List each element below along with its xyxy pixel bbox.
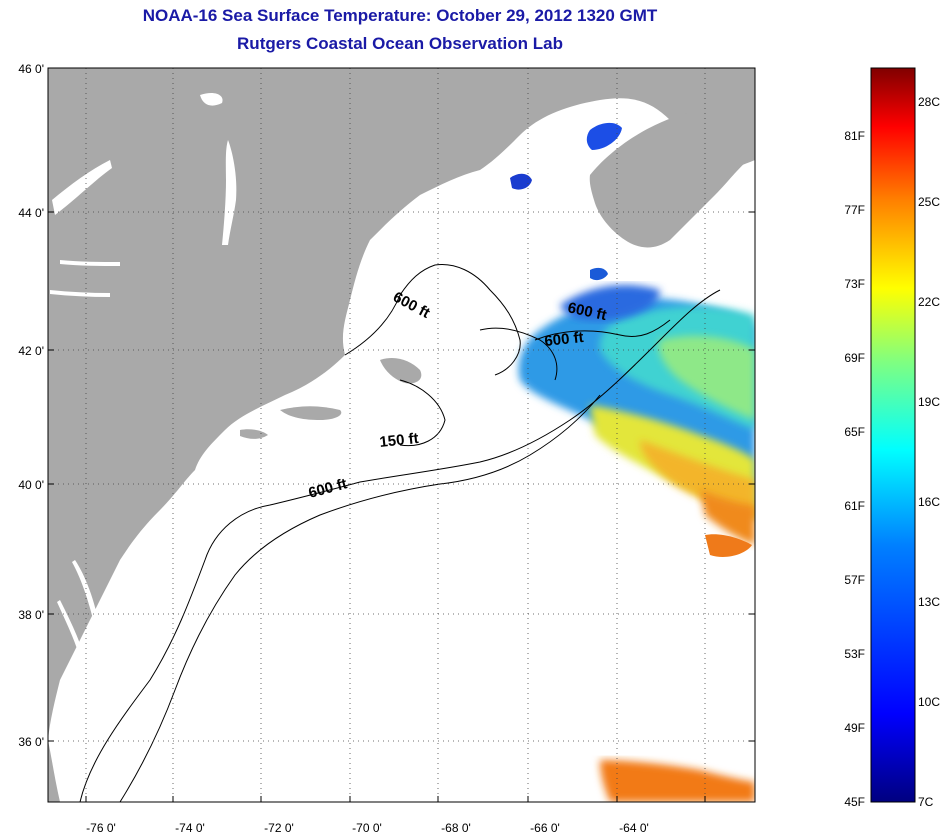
- longitude-label: -68 0': [441, 821, 471, 835]
- fahrenheit-label: 73F: [844, 277, 865, 291]
- fahrenheit-label: 81F: [844, 129, 865, 143]
- inland-water-layer: [50, 92, 237, 662]
- axis-ticks: [48, 211, 755, 802]
- contour-label: 150 ft: [379, 430, 420, 451]
- map-subtitle: Rutgers Coastal Ocean Observation Lab: [237, 34, 563, 53]
- fahrenheit-label: 45F: [844, 795, 865, 809]
- longitude-label: -64 0': [619, 821, 649, 835]
- celsius-label: 10C: [918, 695, 940, 709]
- celsius-label: 16C: [918, 495, 940, 509]
- fahrenheit-label: 53F: [844, 647, 865, 661]
- temperature-colorbar: 81F 77F 73F 69F 65F 61F 57F 53F 49F 45F …: [844, 67, 940, 809]
- contour-lines: [79, 263, 721, 802]
- latitude-label: 46 0': [18, 62, 44, 76]
- latitude-label: 44 0': [18, 206, 44, 220]
- latitude-label: 40 0': [18, 478, 44, 492]
- sst-map: 600 ft 600 ft 600 ft 150 ft 600 ft 46 0'…: [18, 62, 756, 835]
- longitude-label: -66 0': [530, 821, 560, 835]
- celsius-label: 19C: [918, 395, 940, 409]
- fahrenheit-label: 77F: [844, 203, 865, 217]
- celsius-label: 25C: [918, 195, 940, 209]
- contour-label: 600 ft: [544, 329, 585, 350]
- longitude-label: -76 0': [86, 821, 116, 835]
- latitude-label: 38 0': [18, 608, 44, 622]
- longitude-label: -74 0': [175, 821, 205, 835]
- fahrenheit-label: 57F: [844, 573, 865, 587]
- fahrenheit-label: 49F: [844, 721, 865, 735]
- celsius-label: 22C: [918, 295, 940, 309]
- map-frame: [47, 67, 756, 803]
- latitude-label: 42 0': [18, 344, 44, 358]
- celsius-label: 28C: [918, 95, 940, 109]
- map-title: NOAA-16 Sea Surface Temperature: October…: [142, 6, 658, 25]
- celsius-label: 7C: [918, 795, 934, 809]
- fahrenheit-label: 65F: [844, 425, 865, 439]
- colorbar-gradient: [870, 67, 916, 803]
- celsius-label: 13C: [918, 595, 940, 609]
- sst-data-layer: [510, 122, 755, 802]
- fahrenheit-label: 61F: [844, 499, 865, 513]
- latitude-label: 36 0': [18, 735, 44, 749]
- longitude-label: -72 0': [264, 821, 294, 835]
- fahrenheit-label: 69F: [844, 351, 865, 365]
- longitude-label: -70 0': [352, 821, 382, 835]
